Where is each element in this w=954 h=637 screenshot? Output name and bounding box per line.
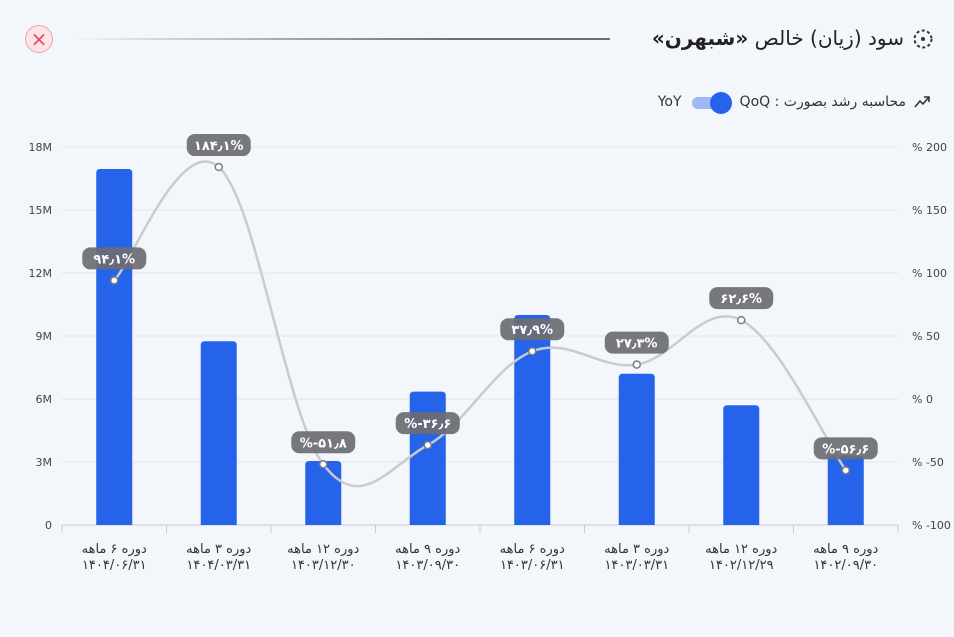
x-category-label: دوره ۳ ماهه (186, 542, 251, 557)
growth-label-bg (186, 134, 251, 157)
x-category-label: دوره ۹ ماهه (813, 542, 878, 557)
x-category-date: ۱۴۰۴/۰۶/۳۱ (82, 558, 147, 573)
growth-mode-label: محاسبه رشد بصورت : QoQ (739, 94, 906, 110)
growth-point[interactable] (319, 460, 328, 469)
x-category-label: دوره ۳ ماهه (604, 542, 669, 557)
x-category-date: ۱۴۰۳/۱۲/۳۰ (291, 558, 356, 573)
title-prefix: سود (زیان) خالص (754, 26, 904, 50)
y-left-tick-label: 6M (36, 393, 53, 406)
bar[interactable] (827, 455, 864, 525)
growth-label-bg (709, 287, 774, 310)
x-category-date: ۱۴۰۲/۱۲/۲۹ (709, 558, 774, 573)
y-right-tick-label: % 200 (912, 141, 947, 154)
x-category-label: دوره ۱۲ ماهه (287, 542, 359, 557)
growth-label-text: ۲۷٫۳% (616, 337, 658, 352)
y-left-tick-label: 9M (36, 330, 53, 343)
close-icon: × (30, 27, 48, 51)
growth-label: ۱۸۴٫۱% (186, 134, 251, 157)
x-category-label: دوره ۶ ماهه (500, 542, 565, 557)
title-symbol: «شبهرن» (651, 26, 749, 50)
y-right-tick-label: % 150 (912, 204, 947, 217)
growth-point[interactable] (110, 276, 119, 285)
growth-label-text: %-۳۶٫۶ (404, 417, 451, 432)
growth-label: %-۵۱٫۸ (291, 431, 356, 454)
growth-label-text: ۶۲٫۶% (720, 292, 762, 307)
x-category-label: دوره ۹ ماهه (395, 542, 460, 557)
x-category-date: ۱۴۰۳/۰۹/۳۰ (395, 558, 460, 573)
growth-label-text: %-۵۶٫۶ (822, 442, 869, 457)
growth-label-bg (813, 437, 878, 460)
bar[interactable] (96, 169, 133, 526)
growth-label-text: ۳۷٫۹% (511, 323, 553, 338)
bar[interactable] (514, 315, 551, 525)
y-right-tick-label: % 50 (912, 330, 940, 343)
growth-label: %-۵۶٫۶ (813, 437, 878, 460)
growth-mode-toggle[interactable] (690, 92, 732, 114)
y-right-tick-label: % 0 (912, 393, 933, 406)
toggle-alt-label: YoY (657, 94, 682, 110)
growth-label: ۲۷٫۳% (604, 331, 669, 354)
x-category-date: ۱۴۰۲/۰۹/۳۰ (813, 558, 878, 573)
growth-label-text: ۱۸۴٫۱% (194, 139, 244, 154)
bar[interactable] (305, 460, 342, 525)
x-category-date: ۱۴۰۳/۰۶/۳۱ (500, 558, 565, 573)
growth-label-text: %-۵۱٫۸ (300, 436, 347, 451)
growth-label-bg (395, 412, 460, 435)
x-category-date: ۱۴۰۴/۰۳/۳۱ (186, 558, 251, 573)
growth-label: ۳۷٫۹% (500, 318, 565, 341)
growth-point[interactable] (841, 466, 850, 475)
growth-mode-row: YoY محاسبه رشد بصورت : QoQ (657, 92, 930, 114)
title-divider (70, 38, 610, 40)
growth-label: ۶۲٫۶% (709, 287, 774, 310)
dotted-circle-icon (913, 29, 933, 49)
trend-arrow-icon (914, 96, 930, 108)
growth-label-bg (604, 331, 669, 354)
growth-point[interactable] (423, 440, 432, 450)
bar[interactable] (409, 391, 446, 525)
y-left-tick-label: 12M (29, 267, 53, 280)
growth-label: %-۳۶٫۶ (395, 412, 460, 435)
x-category-date: ۱۴۰۳/۰۳/۳۱ (604, 558, 669, 573)
growth-label-bg (82, 247, 147, 270)
growth-point[interactable] (214, 162, 223, 172)
growth-label: ۹۴٫۱% (82, 247, 147, 270)
bar[interactable] (618, 373, 655, 525)
growth-point[interactable] (632, 360, 641, 369)
y-left-tick-label: 0 (45, 519, 52, 532)
close-button[interactable]: × (25, 25, 53, 53)
growth-point[interactable] (737, 315, 746, 325)
growth-label-bg (291, 431, 356, 454)
y-left-tick-label: 15M (29, 204, 53, 217)
page-title: سود (زیان) خالص «شبهرن» (652, 26, 904, 50)
x-category-label: دوره ۱۲ ماهه (705, 542, 777, 557)
growth-label-bg (500, 318, 565, 341)
growth-label-text: ۹۴٫۱% (93, 252, 135, 267)
y-right-tick-label: % -50 (912, 456, 944, 469)
y-left-tick-label: 18M (29, 141, 53, 154)
y-right-tick-label: % -100 (912, 519, 951, 532)
bar[interactable] (723, 405, 760, 525)
growth-point[interactable] (528, 346, 537, 356)
y-right-tick-label: % 100 (912, 267, 947, 280)
y-left-tick-label: 3M (36, 456, 53, 469)
x-category-label: دوره ۶ ماهه (82, 542, 147, 557)
bar[interactable] (200, 341, 237, 525)
